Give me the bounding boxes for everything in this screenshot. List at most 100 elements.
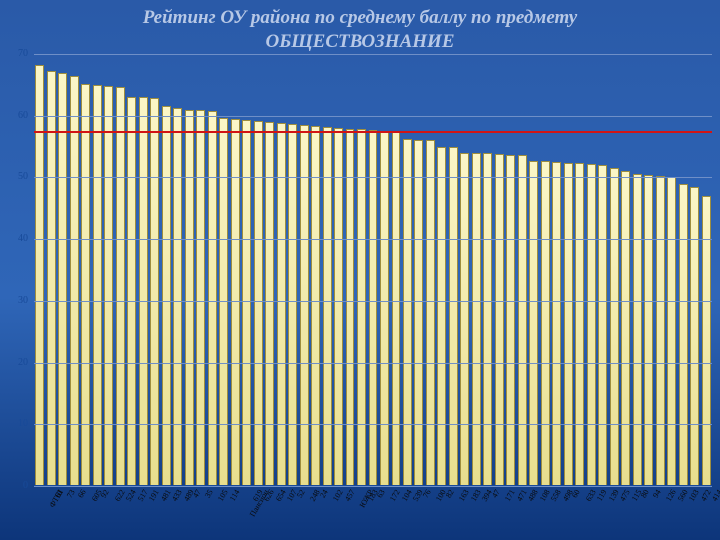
bar: [633, 174, 642, 486]
bar: [621, 171, 630, 486]
bar: [392, 131, 401, 486]
x-tick-label: 457: [343, 488, 357, 503]
bar: [357, 129, 366, 486]
bar: [231, 119, 240, 486]
x-tick-label: 102: [331, 488, 345, 503]
bar: [667, 177, 676, 486]
bar: [185, 110, 194, 486]
bar: [380, 131, 389, 486]
x-tick-label: 433: [170, 488, 184, 503]
x-axis-labels: ФТШ6173666059262252451719148143348947351…: [34, 486, 712, 536]
gridline: [34, 177, 712, 178]
slide-root: Рейтинг ОУ района по среднему баллу по п…: [0, 0, 720, 540]
bar: [403, 139, 412, 486]
x-tick-label: 119: [595, 488, 609, 503]
bar: [162, 106, 171, 486]
x-tick-label: 92: [99, 488, 111, 499]
reference-line: [34, 131, 712, 133]
gridline: [34, 54, 712, 55]
bar: [587, 164, 596, 486]
bar: [208, 111, 217, 486]
x-tick-label: 82: [444, 488, 456, 499]
bar: [644, 175, 653, 486]
bar: [449, 147, 458, 486]
x-tick-label: 66: [76, 488, 88, 499]
x-tick-label: 35: [203, 488, 215, 499]
bar: [311, 126, 320, 486]
gridline: [34, 239, 712, 240]
y-tick-label: 30: [0, 295, 28, 306]
bar: [139, 97, 148, 486]
gridline: [34, 363, 712, 364]
bar: [93, 85, 102, 486]
bar: [460, 153, 469, 486]
x-tick-label: 103: [687, 488, 701, 503]
bar: [414, 140, 423, 486]
x-tick-label: 24: [318, 488, 330, 499]
bar: [483, 153, 492, 486]
bar: [300, 125, 309, 486]
y-tick-label: 40: [0, 233, 28, 244]
x-tick-label: 414: [710, 488, 720, 503]
x-tick-label: 47: [490, 488, 502, 499]
x-tick-label: 126: [664, 488, 678, 503]
x-tick-label: 558: [549, 488, 563, 503]
y-tick-label: 50: [0, 171, 28, 182]
bar: [552, 162, 561, 486]
gridline: [34, 424, 712, 425]
bar: [81, 84, 90, 486]
bar: [254, 121, 263, 486]
bar: [598, 165, 607, 486]
y-tick-label: 20: [0, 357, 28, 368]
bar: [656, 176, 665, 486]
bar: [150, 98, 159, 486]
bar: [334, 128, 343, 486]
x-tick-label: 105: [216, 488, 230, 503]
bar: [495, 154, 504, 486]
x-tick-label: 52: [295, 488, 307, 499]
title-line-2: ОБЩЕСТВОЗНАНИЕ: [0, 30, 720, 54]
bar: [242, 120, 251, 486]
plot-area: [34, 54, 712, 486]
bar: [518, 155, 527, 486]
bar: [196, 110, 205, 486]
x-tick-label: 171: [503, 488, 517, 503]
x-tick-label: 114: [227, 488, 241, 503]
x-tick-label: 47: [191, 488, 203, 499]
bar: [610, 168, 619, 486]
bar: [323, 127, 332, 486]
bar: [116, 87, 125, 486]
bar: [426, 140, 435, 486]
title-line-1: Рейтинг ОУ района по среднему баллу по п…: [143, 7, 578, 28]
x-tick-label: 76: [421, 488, 433, 499]
bar: [575, 163, 584, 486]
x-tick-label: 80: [639, 488, 651, 499]
chart-title: Рейтинг ОУ района по среднему баллу по п…: [0, 6, 720, 54]
gridline: [34, 301, 712, 302]
bar: [127, 97, 136, 486]
bar: [690, 187, 699, 486]
y-tick-label: 10: [0, 418, 28, 429]
x-tick-label: 60: [570, 488, 582, 499]
y-tick-label: 70: [0, 48, 28, 59]
bar: [564, 163, 573, 486]
y-tick-label: 60: [0, 110, 28, 121]
bar: [369, 130, 378, 486]
y-tick-label: 0: [0, 480, 28, 491]
x-tick-label: 524: [124, 488, 138, 503]
bar: [437, 147, 446, 486]
gridline: [34, 116, 712, 117]
bars-container: [34, 54, 712, 486]
bar: [173, 108, 182, 486]
bar: [346, 129, 355, 486]
bar: [472, 153, 481, 486]
bar: [506, 155, 515, 486]
bar: [529, 161, 538, 486]
x-tick-label: 191: [147, 488, 161, 503]
bar: [679, 184, 688, 486]
bar: [104, 86, 113, 486]
x-tick-label: 73: [65, 488, 77, 499]
x-tick-label: 94: [651, 488, 663, 499]
bar: [541, 161, 550, 486]
x-tick-label: 488: [526, 488, 540, 503]
